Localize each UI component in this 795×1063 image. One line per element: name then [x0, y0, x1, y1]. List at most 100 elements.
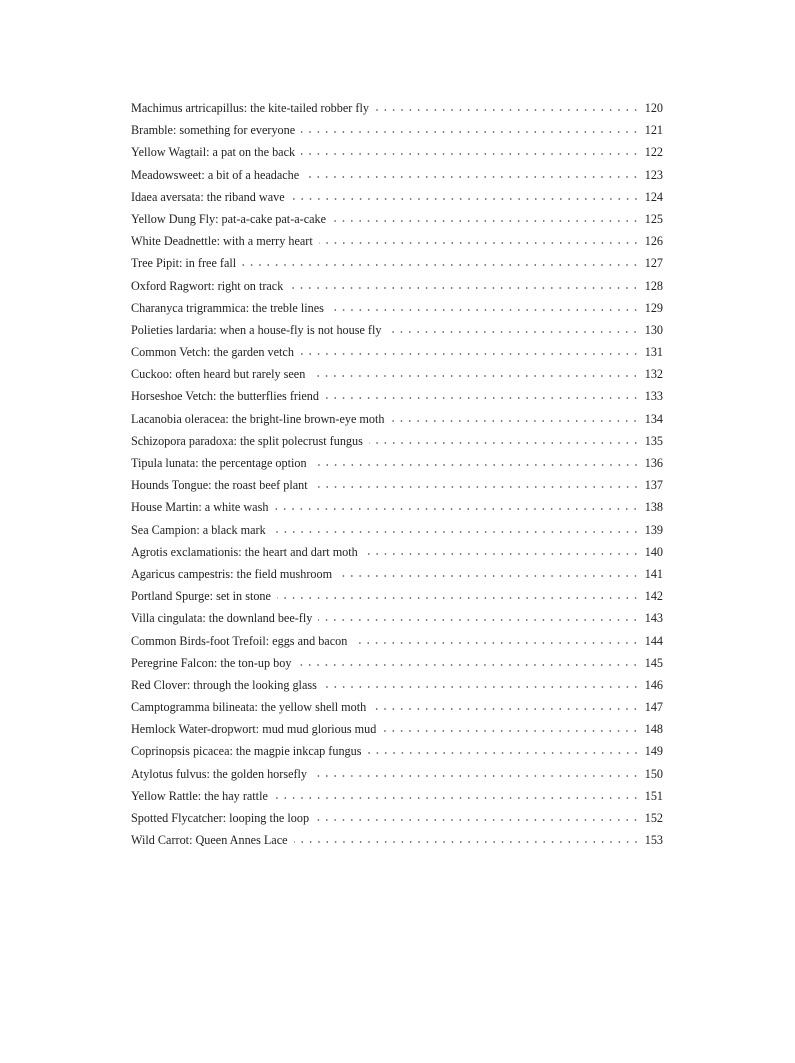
dot-leader — [368, 440, 641, 445]
dot-leader — [372, 707, 641, 712]
toc-entry[interactable]: Oxford Ragwort: right on track 128 — [131, 279, 663, 301]
toc-entry[interactable]: Machimus artricapillus: the kite-tailed … — [131, 101, 663, 123]
toc-entry[interactable]: Schizopora paradoxa: the split polecrust… — [131, 434, 663, 456]
toc-entry-title: Hounds Tongue: the roast beef plant — [131, 478, 308, 493]
toc-entry[interactable]: Agrotis exclamationis: the heart and dar… — [131, 545, 663, 567]
toc-entry[interactable]: Idaea aversata: the riband wave 124 — [131, 190, 663, 212]
toc-entry-page-number: 144 — [644, 633, 663, 648]
toc-entry-page-number: 132 — [644, 367, 663, 382]
toc-entry[interactable]: Villa cingulata: the downland bee-fly 143 — [131, 611, 663, 633]
toc-entry[interactable]: Hemlock Water-dropwort: mud mud glorious… — [131, 722, 663, 744]
toc-entry[interactable]: Bramble: something for everyone 121 — [131, 123, 663, 145]
toc-entry-page-number: 128 — [644, 278, 663, 293]
toc-entry-title: Peregrine Falcon: the ton-up boy — [131, 655, 292, 670]
toc-entry-page-number: 136 — [644, 456, 663, 470]
toc-entry[interactable]: Yellow Wagtail: a pat on the back 122 — [131, 145, 663, 167]
toc-entry[interactable]: Spotted Flycatcher: looping the loop 152 — [131, 811, 663, 833]
toc-entry[interactable]: Yellow Dung Fly: pat-a-cake pat-a-cake 12… — [131, 212, 663, 234]
toc-entry-page-number: 120 — [644, 101, 663, 115]
toc-entry-page-number: 133 — [644, 389, 663, 404]
toc-entry[interactable]: Red Clover: through the looking glass 146 — [131, 678, 663, 700]
toc-entry-title: Common Birds-foot Trefoil: eggs and baco… — [131, 633, 348, 648]
toc-entry-page-number: 138 — [644, 500, 663, 515]
toc-entry[interactable]: Coprinopsis picacea: the magpie inkcap f… — [131, 744, 663, 766]
dot-leader — [313, 773, 641, 778]
dot-leader — [293, 840, 641, 845]
toc-entry[interactable]: Tree Pipit: in free fall 127 — [131, 256, 663, 278]
dot-leader — [332, 218, 641, 223]
toc-entry[interactable]: Tipula lunata: the percentage option 136 — [131, 456, 663, 478]
toc-entry[interactable]: Charanyca trigrammica: the treble lines 1… — [131, 301, 663, 323]
dot-leader — [324, 396, 641, 401]
toc-entry[interactable]: Cuckoo: often heard but rarely seen 132 — [131, 367, 663, 389]
toc-entry-page-number: 143 — [644, 611, 663, 626]
toc-entry-page-number: 142 — [644, 589, 663, 604]
dot-leader — [271, 529, 641, 534]
toc-entry[interactable]: Wild Carrot: Queen Annes Lace 153 — [131, 833, 663, 855]
toc-entry[interactable]: Common Vetch: the garden vetch 131 — [131, 345, 663, 367]
toc-entry[interactable]: House Martin: a white wash 138 — [131, 500, 663, 522]
toc-entry-page-number: 131 — [644, 345, 663, 360]
dot-leader — [353, 640, 641, 645]
dot-leader — [363, 551, 641, 556]
toc-entry-page-number: 137 — [644, 478, 663, 493]
toc-entry-page-number: 121 — [644, 123, 663, 138]
toc-entry-title: Spotted Flycatcher: looping the loop — [131, 811, 310, 825]
toc-entry[interactable]: Camptogramma bilineata: the yellow shell… — [131, 700, 663, 722]
toc-entry-page-number: 125 — [644, 211, 663, 226]
toc-entry-title: Yellow Wagtail: a pat on the back — [131, 145, 296, 160]
toc-entry-page-number: 148 — [644, 722, 663, 737]
toc-entry-page-number: 130 — [644, 322, 663, 337]
toc-entry-page-number: 122 — [644, 145, 663, 160]
toc-entry-page-number: 149 — [644, 744, 663, 759]
toc-entry-title: Coprinopsis picacea: the magpie inkcap f… — [131, 744, 362, 759]
toc-entry[interactable]: Atylotus fulvus: the golden horsefly 150 — [131, 767, 663, 789]
toc-entry[interactable]: White Deadnettle: with a merry heart 126 — [131, 234, 663, 256]
dot-leader — [299, 352, 641, 357]
toc-entry-title: Schizopora paradoxa: the split polecrust… — [131, 433, 363, 448]
toc-entry-title: Common Vetch: the garden vetch — [131, 345, 294, 360]
dot-leader — [382, 729, 641, 734]
toc-entry[interactable]: Sea Campion: a black mark 139 — [131, 523, 663, 545]
toc-entry-page-number: 124 — [644, 189, 663, 204]
dot-leader — [322, 684, 641, 689]
dot-leader — [301, 130, 641, 135]
toc-entry-page-number: 140 — [644, 544, 663, 559]
toc-entry-title: Cuckoo: often heard but rarely seen — [131, 367, 306, 382]
dot-leader — [367, 751, 641, 756]
toc-entry-page-number: 123 — [644, 167, 663, 182]
toc-entry-page-number: 146 — [644, 677, 663, 692]
dot-leader — [318, 241, 641, 246]
toc-entry-title: Oxford Ragwort: right on track — [131, 278, 284, 293]
toc-entry-page-number: 141 — [644, 566, 663, 581]
dot-leader — [311, 374, 641, 379]
toc-entry-title: Atylotus fulvus: the golden horsefly — [131, 766, 308, 781]
toc-entry[interactable]: Lacanobia oleracea: the bright-line brow… — [131, 412, 663, 434]
toc-entry-title: Portland Spurge: set in stone — [131, 589, 271, 604]
toc-entry[interactable]: Meadowsweet: a bit of a headache 123 — [131, 168, 663, 190]
toc-entry-title: Wild Carrot: Queen Annes Lace — [131, 833, 288, 848]
dot-leader — [305, 174, 641, 179]
toc-entry-page-number: 153 — [644, 833, 663, 848]
toc-entry-page-number: 147 — [644, 700, 663, 715]
dot-leader — [273, 795, 641, 800]
dot-leader — [274, 507, 641, 512]
toc-entry[interactable]: Horseshoe Vetch: the butterflies friend 1… — [131, 389, 663, 411]
toc-entry-page-number: 127 — [644, 256, 663, 271]
dot-leader — [313, 485, 641, 490]
toc-entry[interactable]: Peregrine Falcon: the ton-up boy 145 — [131, 656, 663, 678]
toc-entry[interactable]: Agaricus campestris: the field mushroom 1… — [131, 567, 663, 589]
toc-entry-page-number: 151 — [644, 788, 663, 803]
toc-entry-title: House Martin: a white wash — [131, 500, 269, 515]
dot-leader — [338, 573, 641, 578]
toc-entry[interactable]: Portland Spurge: set in stone 142 — [131, 589, 663, 611]
toc-entry-title: Red Clover: through the looking glass — [131, 677, 317, 692]
toc-entry[interactable]: Common Birds-foot Trefoil: eggs and baco… — [131, 634, 663, 656]
table-of-contents: Machimus artricapillus: the kite-tailed … — [131, 101, 663, 855]
toc-entry[interactable]: Polieties lardaria: when a house-fly is … — [131, 323, 663, 345]
toc-entry-page-number: 139 — [644, 522, 663, 537]
toc-entry-title: Meadowsweet: a bit of a headache — [131, 167, 300, 182]
toc-entry[interactable]: Yellow Rattle: the hay rattle 151 — [131, 789, 663, 811]
toc-entry-title: Sea Campion: a black mark — [131, 522, 266, 537]
toc-entry[interactable]: Hounds Tongue: the roast beef plant 137 — [131, 478, 663, 500]
